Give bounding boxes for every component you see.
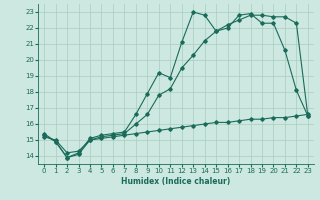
X-axis label: Humidex (Indice chaleur): Humidex (Indice chaleur) [121,177,231,186]
